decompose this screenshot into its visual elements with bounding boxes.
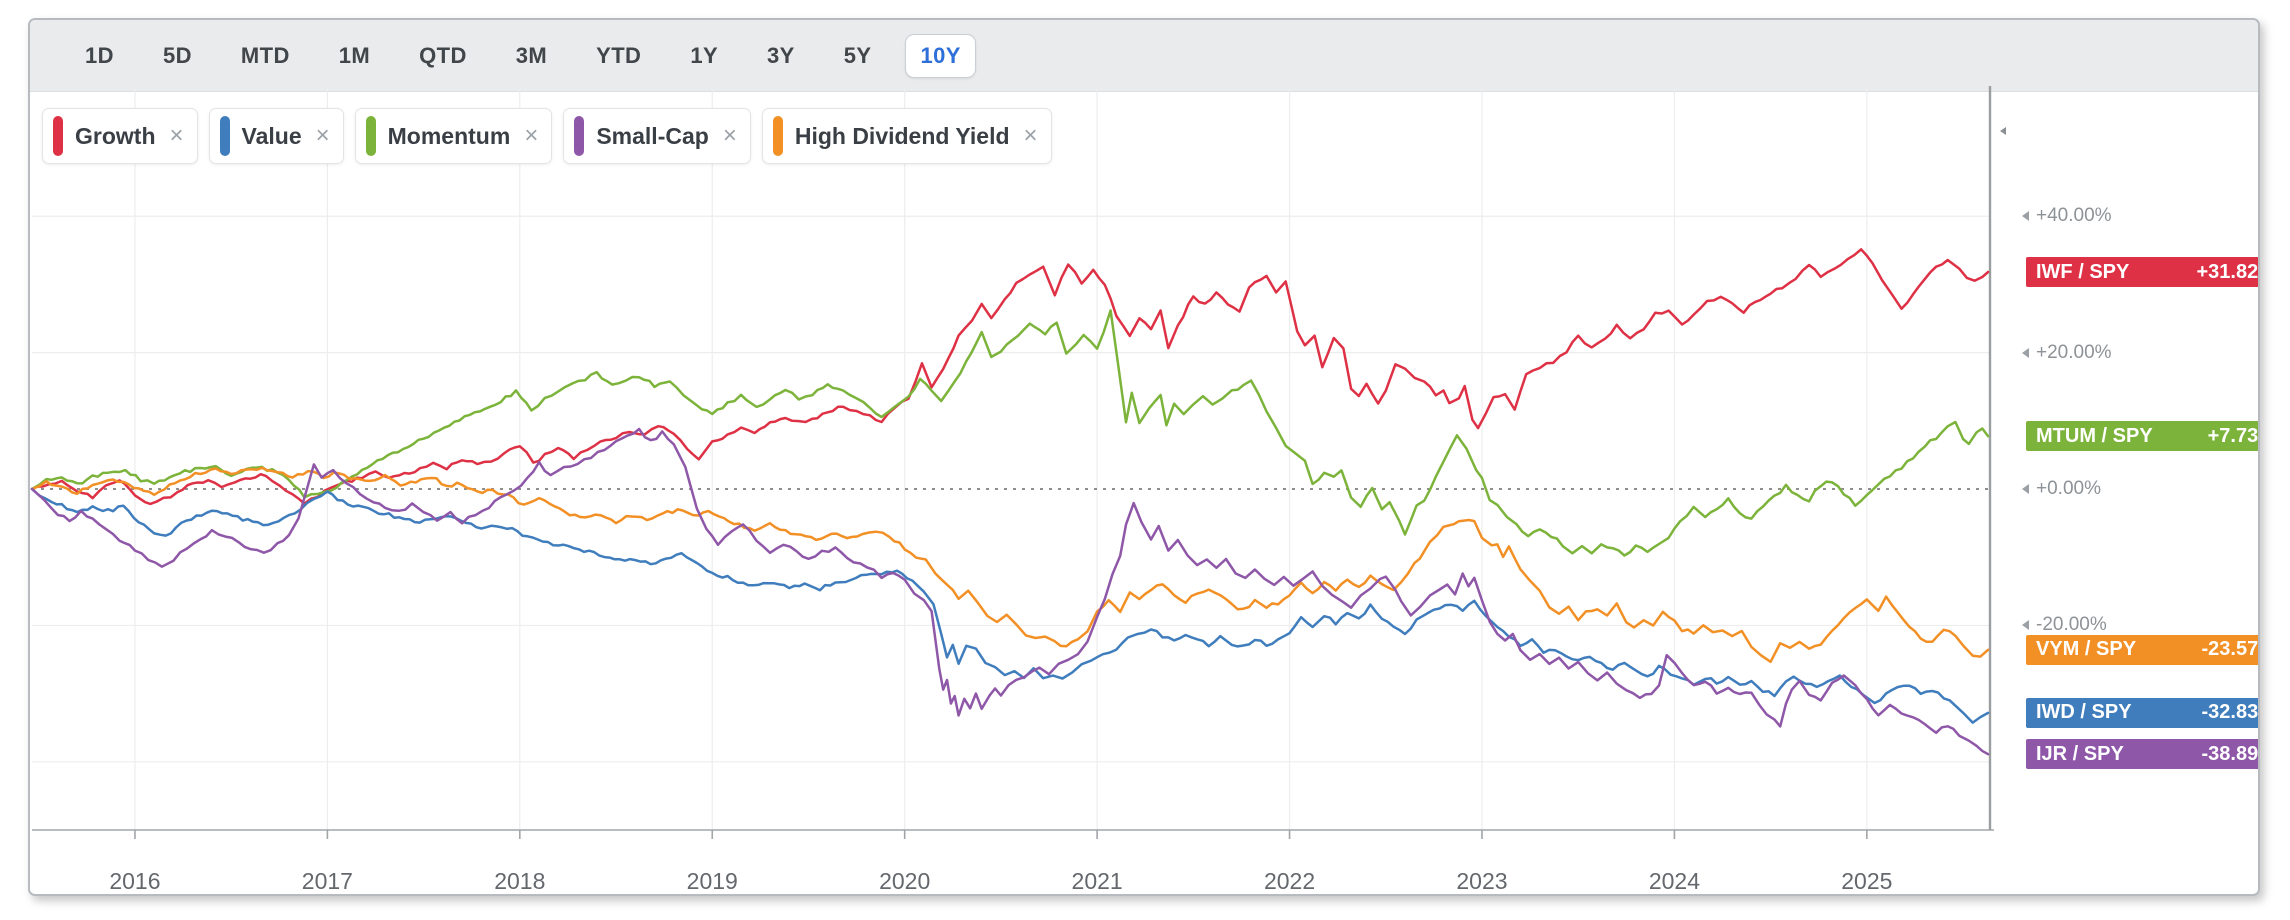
range-button-ytd[interactable]: YTD	[596, 42, 642, 68]
badge-value: +7.73%	[2207, 424, 2259, 447]
x-axis-year: 2021	[1071, 868, 1123, 894]
x-axis-year: 2020	[879, 868, 931, 894]
legend-color-bar	[219, 116, 230, 156]
legend-chip-label: Small-Cap	[596, 122, 709, 149]
legend-chip-momentum[interactable]: Momentum ×	[354, 108, 553, 164]
x-axis-year: 2019	[686, 868, 738, 894]
legend-chip-label: Momentum	[387, 122, 511, 149]
badge-ticker: IJR / SPY	[2036, 742, 2124, 765]
y-axis-tick: -20.00%	[2022, 614, 2107, 636]
x-axis-year: 2024	[1648, 868, 1700, 894]
tick-arrow-icon	[2022, 211, 2029, 222]
grid	[32, 86, 1990, 830]
price-badge-iwf-spy: IWF / SPY +31.82%	[2026, 257, 2259, 288]
x-axis-year: 2017	[301, 868, 353, 894]
series-legend: Growth × Value × Momentum × Small-Cap × …	[42, 108, 1052, 164]
range-button-1y[interactable]: 1Y	[690, 42, 719, 68]
price-badge-vym-spy: VYM / SPY -23.57%	[2026, 634, 2259, 665]
timerange-toolbar: 1D 5D MTD 1M QTD 3M YTD 1Y 3Y 5Y 10Y	[30, 20, 2258, 92]
badge-value: -32.83%	[2201, 701, 2259, 724]
remove-series-icon[interactable]: ×	[315, 122, 330, 149]
tick-label: +20.00%	[2036, 341, 2112, 363]
badge-value: -38.89%	[2201, 742, 2259, 765]
badge-ticker: IWF / SPY	[2036, 260, 2130, 283]
x-axis-year: 2025	[1841, 868, 1893, 894]
legend-chip-small-cap[interactable]: Small-Cap ×	[563, 108, 751, 164]
remove-series-icon[interactable]: ×	[169, 122, 184, 149]
remove-series-icon[interactable]: ×	[1023, 122, 1038, 149]
legend-color-bar	[574, 116, 585, 156]
range-button-3y[interactable]: 3Y	[767, 42, 795, 68]
x-axis-year: 2016	[109, 868, 161, 894]
range-button-mtd[interactable]: MTD	[240, 42, 290, 68]
badge-ticker: VYM / SPY	[2036, 638, 2137, 661]
y-axis-tick: +40.00%	[2022, 205, 2112, 227]
legend-chip-high-dividend-yield[interactable]: High Dividend Yield ×	[761, 108, 1052, 164]
y-axis-tick: +20.00%	[2022, 342, 2112, 364]
remove-series-icon[interactable]: ×	[722, 122, 737, 149]
legend-chip-label: High Dividend Yield	[794, 122, 1010, 149]
range-button-5d[interactable]: 5D	[162, 42, 192, 68]
series-line-iwd-spy	[30, 487, 1990, 724]
badge-value: +31.82%	[2196, 260, 2259, 283]
range-button-1d[interactable]: 1D	[85, 42, 114, 68]
range-button-1m[interactable]: 1M	[338, 42, 371, 68]
tick-label: -20.00%	[2036, 614, 2107, 636]
remove-series-icon[interactable]: ×	[524, 122, 539, 149]
legend-color-bar	[772, 116, 783, 156]
price-badge-iwd-spy: IWD / SPY -32.83%	[2026, 697, 2259, 728]
legend-chip-value[interactable]: Value ×	[208, 108, 344, 164]
legend-chip-label: Growth	[75, 122, 156, 149]
legend-color-bar	[53, 116, 63, 156]
series-line-ijr-spy	[30, 427, 1990, 756]
tick-arrow-icon	[2022, 484, 2029, 495]
legend-chip-growth[interactable]: Growth ×	[42, 108, 198, 164]
price-badge-ijr-spy: IJR / SPY -38.89%	[2026, 739, 2259, 770]
y-axis-tick: +0.00%	[2022, 478, 2101, 500]
badge-ticker: IWD / SPY	[2036, 701, 2132, 724]
price-badge-mtum-spy: MTUM / SPY +7.73%	[2026, 421, 2259, 452]
legend-color-bar	[365, 116, 376, 156]
performance-chart[interactable]	[30, 20, 2256, 892]
tick-arrow-icon	[2022, 620, 2029, 631]
series-line-mtum-spy	[30, 309, 1990, 557]
legend-chip-label: Value	[241, 122, 302, 149]
x-axis-year: 2022	[1263, 868, 1316, 894]
badge-ticker: MTUM / SPY	[2036, 424, 2153, 447]
x-axis-year: 2023	[1456, 868, 1508, 894]
tick-label: +0.00%	[2036, 478, 2101, 500]
series-line-iwf-spy	[30, 248, 1990, 506]
x-axis-year: 2018	[494, 868, 546, 894]
tick-label: +40.00%	[2036, 205, 2112, 227]
range-button-qtd[interactable]: QTD	[419, 42, 467, 68]
range-button-3m[interactable]: 3M	[515, 42, 548, 68]
range-button-5y[interactable]: 5Y	[843, 42, 872, 68]
tick-arrow-icon	[2022, 347, 2029, 358]
series-line-vym-spy	[30, 466, 1990, 664]
badge-value: -23.57%	[2201, 638, 2259, 661]
axis-corner-tick	[2000, 127, 2006, 135]
range-button-10y[interactable]: 10Y	[905, 33, 976, 78]
chart-widget: 1D 5D MTD 1M QTD 3M YTD 1Y 3Y 5Y 10Y 2016 2017 2018 2…	[28, 18, 2260, 896]
